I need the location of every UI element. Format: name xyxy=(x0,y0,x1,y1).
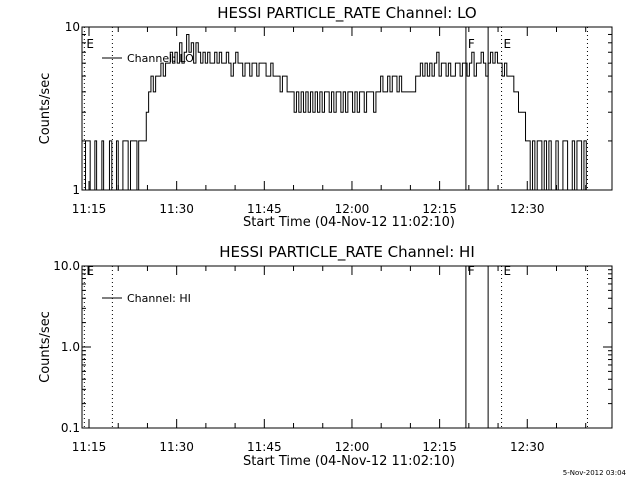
y-axis-label: Counts/sec xyxy=(38,73,53,145)
x-tick-label: 12:30 xyxy=(510,440,545,454)
y-axis-label: Counts/sec xyxy=(38,311,53,383)
y-tick-label: 0.1 xyxy=(61,421,80,435)
x-tick-label: 11:15 xyxy=(72,440,107,454)
x-axis-label: Start Time (04-Nov-12 11:02:10) xyxy=(243,454,455,469)
x-tick-label: 12:15 xyxy=(422,440,457,454)
x-tick-label: 12:00 xyxy=(335,202,370,216)
y-tick-label: 10.0 xyxy=(53,259,80,273)
x-tick-label: 11:30 xyxy=(159,440,194,454)
plot-frame xyxy=(81,26,613,191)
x-tick-label: 11:45 xyxy=(247,440,282,454)
panel-channel-hi: HESSI PARTICLE_RATE Channel: HI 11:15 11:3… xyxy=(38,243,613,469)
x-tick-label: 12:00 xyxy=(335,440,370,454)
legend-label: Channel: HI xyxy=(127,292,191,305)
event-marker-label: E xyxy=(504,37,512,51)
x-tick-label: 11:30 xyxy=(159,202,194,216)
event-marker-label: F xyxy=(468,37,475,51)
plot-frame xyxy=(81,265,613,429)
event-marker-label: E xyxy=(86,264,94,278)
series-line xyxy=(83,33,587,191)
event-marker-label: F xyxy=(468,264,475,278)
event-marker-label: E xyxy=(86,37,94,51)
event-marker-label: E xyxy=(504,264,512,278)
x-tick-label: 11:45 xyxy=(247,202,282,216)
y-tick-label: 1.0 xyxy=(61,340,80,354)
chart-title: HESSI PARTICLE_RATE Channel: HI xyxy=(219,243,475,262)
x-axis-label: Start Time (04-Nov-12 11:02:10) xyxy=(243,215,455,230)
panel-channel-lo: HESSI PARTICLE_RATE Channel: LO 11:15 11:3… xyxy=(38,4,613,230)
footer-timestamp: 5-Nov-2012 03:04 xyxy=(563,469,627,477)
y-tick-label: 1 xyxy=(72,183,80,197)
x-tick-label: 12:15 xyxy=(422,202,457,216)
x-tick-label: 12:30 xyxy=(510,202,545,216)
y-tick-label: 10 xyxy=(65,20,80,34)
x-tick-label: 11:15 xyxy=(72,202,107,216)
chart-title: HESSI PARTICLE_RATE Channel: LO xyxy=(217,4,476,23)
